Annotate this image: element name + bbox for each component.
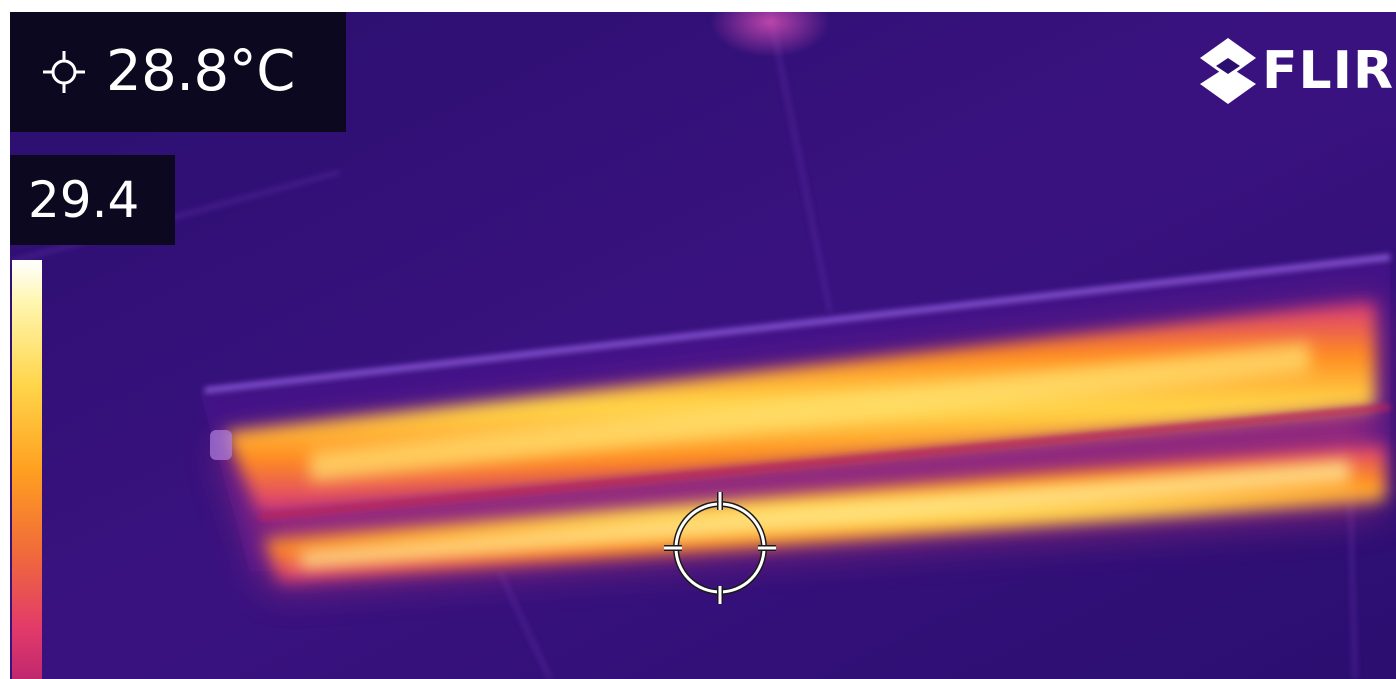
ceiling-grid-lines xyxy=(10,12,1357,679)
flir-logo-icon xyxy=(1199,38,1256,104)
thermal-image-frame: 28.8°C 29.4 FLIR xyxy=(10,12,1396,679)
crosshair-icon xyxy=(43,51,85,93)
lower-tube-core xyxy=(300,460,1350,568)
upper-tube-core xyxy=(310,342,1310,482)
spot-meter-reticle xyxy=(664,492,776,604)
top-warm-spot xyxy=(710,12,830,57)
flir-logo: FLIR xyxy=(1196,36,1394,106)
left-end-cap xyxy=(210,430,232,460)
tube-divider xyxy=(259,404,1391,520)
spot-temperature-value: 28.8°C xyxy=(106,39,295,104)
spot-meter-readout: 28.8°C xyxy=(10,12,346,132)
scale-max-label: 29.4 xyxy=(10,155,175,245)
scale-max-value: 29.4 xyxy=(28,171,140,229)
color-scale-bar xyxy=(12,260,42,679)
flir-logo-text: FLIR xyxy=(1261,41,1394,101)
thermal-scene xyxy=(10,12,1396,679)
